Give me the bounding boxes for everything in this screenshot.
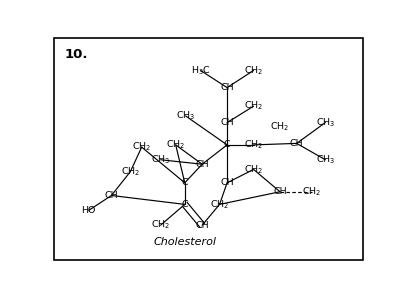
Text: CH$_2$: CH$_2$	[151, 219, 170, 232]
Text: CH$_2$: CH$_2$	[270, 121, 290, 133]
Text: CH$_2$: CH$_2$	[132, 141, 151, 153]
Text: CH$_2$: CH$_2$	[120, 165, 140, 178]
Text: C: C	[182, 200, 188, 209]
Text: CH: CH	[220, 118, 234, 127]
Text: C: C	[224, 140, 230, 149]
Text: H$_3$C: H$_3$C	[191, 64, 210, 77]
Text: CH$_2$: CH$_2$	[244, 64, 263, 77]
Text: CH: CH	[220, 178, 234, 187]
Text: Cholesterol: Cholesterol	[153, 237, 216, 247]
Text: CH: CH	[290, 139, 304, 148]
Text: CH$_3$: CH$_3$	[316, 153, 335, 166]
Text: 10.: 10.	[65, 48, 88, 61]
Text: HO: HO	[81, 206, 96, 215]
Text: CH$_3$: CH$_3$	[151, 153, 170, 166]
Text: CH$_2$: CH$_2$	[166, 139, 186, 151]
Text: CH: CH	[273, 187, 287, 196]
Text: CH$_2$: CH$_2$	[244, 100, 263, 112]
Text: CH$_3$: CH$_3$	[176, 110, 195, 122]
Text: CH$_2$: CH$_2$	[302, 186, 322, 198]
Text: CH: CH	[195, 160, 209, 169]
Text: C: C	[182, 178, 188, 187]
Text: CH$_2$: CH$_2$	[210, 198, 229, 211]
Text: CH$_2$: CH$_2$	[244, 139, 263, 151]
Bar	[54, 38, 363, 260]
Text: CH$_3$: CH$_3$	[316, 116, 335, 129]
Text: CH: CH	[195, 221, 209, 230]
Text: CH: CH	[220, 83, 234, 92]
Text: CH$_2$: CH$_2$	[244, 163, 263, 176]
Text: CH: CH	[105, 191, 118, 200]
